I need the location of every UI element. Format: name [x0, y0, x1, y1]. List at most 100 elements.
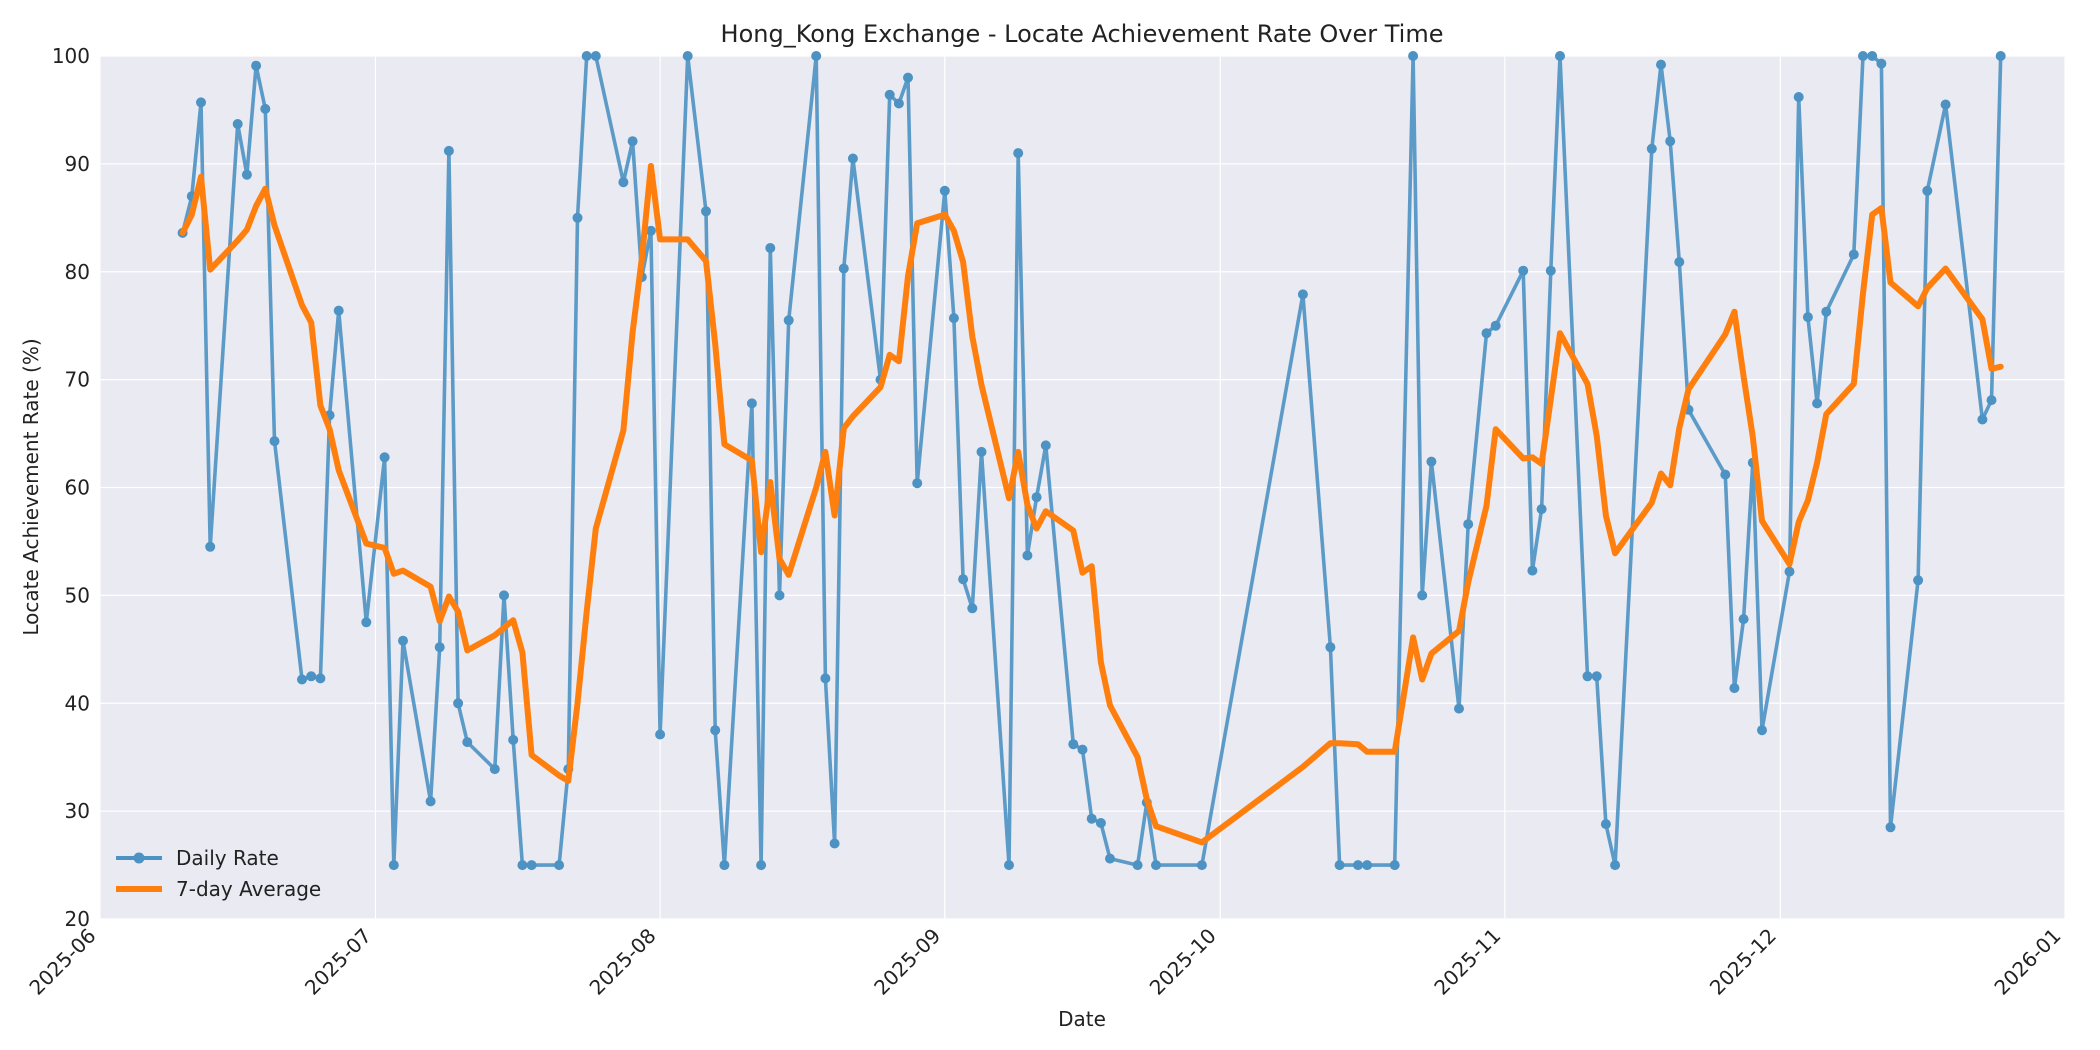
data-point — [425, 796, 436, 807]
data-point — [1545, 265, 1556, 276]
data-point — [1848, 249, 1859, 260]
y-tick-label: 40 — [65, 691, 90, 715]
data-point — [903, 72, 913, 83]
data-point — [1913, 575, 1924, 586]
data-point — [499, 590, 509, 601]
data-point — [719, 860, 730, 871]
data-point — [462, 737, 473, 748]
data-point — [1665, 136, 1676, 147]
data-point — [260, 103, 271, 114]
data-point — [765, 243, 776, 253]
legend-marker-daily — [133, 852, 145, 864]
x-tick-label: 2025-08 — [585, 924, 661, 1000]
data-point — [251, 60, 262, 71]
data-point — [1481, 328, 1492, 339]
data-point — [1022, 550, 1033, 561]
data-point — [1086, 813, 1097, 824]
data-point — [379, 452, 390, 463]
legend-item-daily: Daily Rate — [116, 846, 279, 870]
data-point — [1454, 703, 1464, 714]
y-tick-label: 100 — [52, 44, 90, 68]
data-point — [1555, 51, 1565, 61]
data-point — [398, 635, 408, 646]
legend-item-average: 7-day Average — [116, 877, 321, 901]
data-point — [196, 97, 206, 108]
data-point — [1793, 92, 1804, 102]
data-point — [1802, 312, 1813, 323]
data-point — [1013, 148, 1024, 159]
series-layer — [177, 51, 2006, 871]
data-point — [627, 136, 638, 147]
data-point — [1068, 739, 1079, 750]
data-point — [333, 305, 344, 316]
data-point — [590, 51, 601, 61]
data-point — [1876, 58, 1887, 69]
data-point — [1040, 440, 1051, 451]
data-point — [701, 206, 711, 217]
data-point — [939, 185, 950, 196]
data-point — [893, 98, 904, 109]
data-point — [948, 313, 959, 324]
legend: Daily Rate 7-day Average — [116, 846, 321, 901]
data-point — [710, 725, 721, 736]
data-point — [774, 590, 785, 601]
data-point — [746, 398, 757, 409]
data-point — [1463, 519, 1474, 530]
data-point — [682, 51, 693, 61]
data-point — [645, 225, 656, 236]
data-point — [1885, 822, 1896, 833]
x-axis-title: Date — [1058, 1007, 1106, 1031]
x-tick-label: 2025-07 — [300, 924, 376, 1000]
data-point — [1426, 456, 1437, 467]
data-point — [1729, 683, 1740, 694]
data-point — [1738, 614, 1749, 625]
data-point — [967, 603, 978, 614]
data-point — [1922, 185, 1933, 196]
data-point — [315, 673, 326, 684]
y-axis-ticks: 20 30 40 50 60 70 80 90 100 — [52, 44, 90, 931]
data-point — [820, 673, 831, 684]
data-point — [1389, 860, 1400, 871]
data-point — [884, 89, 895, 100]
data-point — [517, 860, 528, 871]
x-tick-label: 2026-01 — [1989, 924, 2065, 1000]
data-point — [756, 860, 767, 871]
data-point — [976, 446, 987, 457]
data-point — [1196, 860, 1207, 871]
data-point — [1408, 51, 1419, 61]
data-point — [434, 642, 445, 653]
data-point — [554, 860, 565, 871]
data-point — [1132, 860, 1143, 871]
data-point — [1527, 565, 1538, 576]
data-point — [1986, 395, 1997, 406]
data-point — [526, 860, 537, 871]
data-point — [838, 263, 849, 274]
data-point — [1995, 51, 2006, 61]
data-point — [489, 764, 500, 775]
y-tick-label: 30 — [65, 799, 90, 823]
data-point — [1600, 819, 1611, 830]
y-tick-label: 20 — [65, 907, 90, 931]
data-point — [1940, 99, 1951, 110]
data-point — [1518, 265, 1529, 276]
x-tick-label: 2025-12 — [1705, 924, 1781, 1000]
data-point — [847, 153, 858, 164]
data-point — [1334, 860, 1345, 871]
series-daily-rate — [177, 51, 2006, 871]
data-point — [297, 674, 307, 685]
data-point — [1004, 860, 1014, 871]
data-point — [1656, 59, 1666, 70]
y-axis-title: Locate Achievement Rate (%) — [19, 338, 43, 635]
data-point — [1417, 590, 1428, 601]
x-axis-ticks: 2025-06 2025-07 2025-08 2025-09 2025-10 2025-… — [24, 924, 2065, 1000]
data-point — [572, 212, 583, 223]
data-point — [1536, 504, 1547, 515]
data-point — [453, 698, 464, 709]
data-point — [1325, 642, 1336, 653]
grid — [99, 55, 2066, 920]
data-point — [783, 315, 794, 326]
y-tick-label: 60 — [65, 476, 90, 500]
data-point — [1077, 744, 1088, 755]
data-point — [811, 51, 822, 61]
data-point — [1151, 860, 1161, 871]
